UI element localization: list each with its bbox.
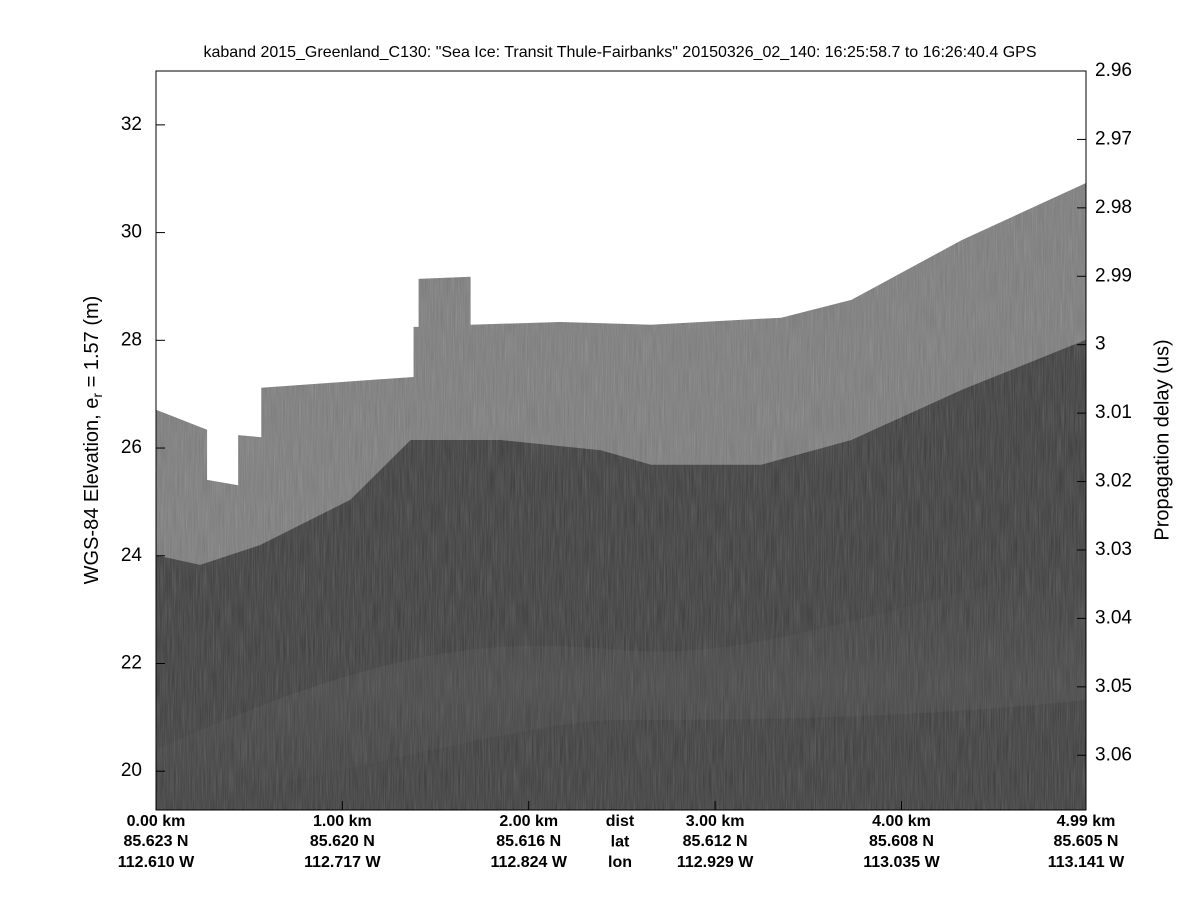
noise (156, 183, 1086, 810)
lat-label: 85.605 N (1054, 833, 1119, 850)
y-label-text: = 1.57 (m) (81, 296, 103, 393)
lat-label: 85.612 N (683, 833, 748, 850)
texture (156, 183, 1086, 810)
y-label-text: WGS-84 Elevation, e (81, 398, 103, 585)
row-label: lat (611, 834, 630, 851)
x-tick-label: 4.99 km (1057, 813, 1116, 830)
row-label: dist (606, 813, 635, 830)
x-tick-label: 2.00 km (499, 813, 558, 830)
y2-tick-label: 3.05 (1095, 676, 1132, 697)
lon-label: 112.717 W (304, 854, 381, 871)
y2-tick-label: 3.06 (1095, 744, 1132, 765)
y-tick-label: 24 (121, 545, 143, 566)
x-tick-label: 4.00 km (872, 813, 931, 830)
lon-label: 113.141 W (1048, 854, 1125, 871)
y-tick-label: 20 (121, 760, 142, 781)
y-tick-label: 30 (121, 222, 142, 243)
y-axis-label: WGS-84 Elevation, er = 1.57 (m) (81, 296, 104, 585)
y-tick-label: 22 (121, 653, 142, 674)
y2-tick-label: 2.96 (1095, 60, 1132, 81)
y-tick-label: 28 (121, 329, 142, 350)
y2-tick-label: 2.97 (1095, 128, 1132, 149)
echogram (156, 183, 1086, 811)
y2-axis-label: Propagation delay (us) (1151, 339, 1173, 540)
y2-tick-label: 3.02 (1095, 471, 1132, 492)
lon-label: 112.824 W (490, 854, 567, 871)
y2-tick-label: 2.99 (1095, 265, 1132, 286)
lon-label: 112.929 W (677, 854, 754, 871)
y-tick-label: 26 (121, 437, 142, 458)
y-tick-label: 32 (121, 114, 142, 135)
y2-tick-label: 3.01 (1095, 402, 1132, 423)
lat-label: 85.608 N (869, 833, 934, 850)
lat-label: 85.623 N (124, 833, 189, 850)
axes-frame (155, 70, 1087, 811)
lat-label: 85.620 N (310, 833, 375, 850)
y-label-sub: r (89, 393, 105, 398)
chart-title: kaband 2015_Greenland_C130: "Sea Ice: Tr… (204, 44, 1037, 61)
x-tick-label: 1.00 km (313, 813, 372, 830)
y2-tick-label: 2.98 (1095, 197, 1132, 218)
x-tick-label: 3.00 km (686, 813, 745, 830)
y2-tick-label: 3.03 (1095, 539, 1132, 560)
row-label: lon (608, 854, 632, 871)
lon-label: 113.035 W (863, 854, 940, 871)
y2-tick-label: 3 (1095, 334, 1106, 355)
y2-tick-label: 3.04 (1095, 607, 1132, 628)
lon-label: 112.610 W (118, 854, 195, 871)
lat-label: 85.616 N (496, 833, 561, 850)
x-tick-label: 0.00 km (127, 813, 186, 830)
